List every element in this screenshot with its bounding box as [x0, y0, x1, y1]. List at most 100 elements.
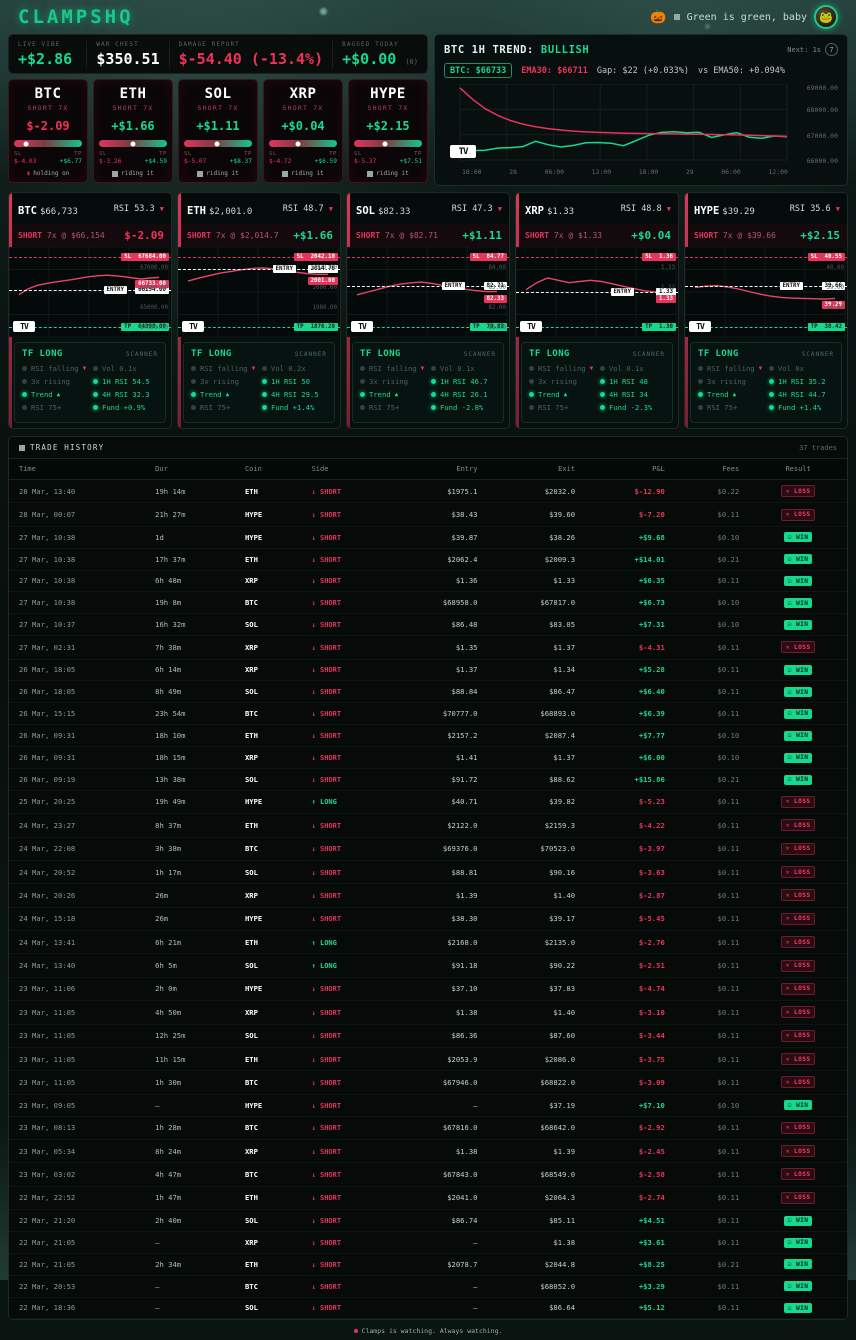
coin-card-eth[interactable]: ETH $2,001.0 RSI 48.7 ▼ SHORT 7x @ $2,014.7…: [177, 192, 341, 429]
cell-coin: HYPE: [234, 790, 302, 815]
coin-rsi[interactable]: RSI 35.6 ▼: [789, 203, 840, 214]
trade-history-table: Time Dur Coin Side Entry Exit P&L Fees Result 28…: [9, 458, 847, 1320]
column-header-pl[interactable]: P&L: [585, 458, 675, 480]
position-card-eth[interactable]: ETH SHORT 7X +$1.66 SL TP $-3.26 +$4.59 riding …: [93, 79, 173, 183]
coin-rsi[interactable]: RSI 53.3 ▼: [113, 203, 164, 214]
cell-entry: $2168.0: [389, 930, 488, 955]
coin-pnl: +$1.11: [462, 229, 502, 242]
cell-result: ✕ LOSS: [749, 635, 847, 660]
table-row[interactable]: 26 Mar, 09:31 18h 15m XRP ↓ SHORT $1.41 $1.37…: [9, 746, 847, 769]
cell-result: ☑ WIN: [749, 1094, 847, 1117]
table-row[interactable]: 22 Mar, 21:05— XRP ↓ SHORT — $1.38 +$3.61 $0.1…: [9, 1231, 847, 1254]
btc-price-pill: BTC: $66733: [444, 63, 513, 78]
coin-card-btc[interactable]: BTC $66,733 RSI 53.3 ▼ SHORT 7x @ $66,154 $-…: [8, 192, 172, 429]
table-row[interactable]: 26 Mar, 09:31 18h 10m ETH ↓ SHORT $2157.2 $20…: [9, 724, 847, 747]
cell-pnl: $-2.45: [585, 1139, 675, 1164]
status-badge: ✕ LOSS: [780, 982, 816, 995]
up-arrow-icon: ▲: [394, 391, 399, 398]
table-row[interactable]: 24 Mar, 13:40 6h 5m SOL ↑ LONG $91.18 $90.22 $…: [9, 953, 847, 978]
table-row[interactable]: 24 Mar, 20:52 1h 17m SOL ↓ SHORT $88.81 $90.1…: [9, 860, 847, 885]
cell-entry: $67816.0: [389, 1116, 488, 1140]
coin-rsi[interactable]: RSI 48.8 ▼: [620, 203, 671, 214]
table-row[interactable]: 27 Mar, 10:38 17h 37m ETH ↓ SHORT $2062.4 $20…: [9, 548, 847, 571]
table-row[interactable]: 27 Mar, 10:38 6h 48m XRP ↓ SHORT $1.36 $1.33 +…: [9, 570, 847, 593]
position-note: ▮ holding on: [14, 170, 82, 177]
table-row[interactable]: 22 Mar, 18:36— SOL ↓ SHORT — $86.64 +$5.12 $0.…: [9, 1297, 847, 1320]
sl-label: SL: [14, 151, 22, 157]
table-row[interactable]: 23 Mar, 11:05 12h 25m SOL ↓ SHORT $86.36 $87.…: [9, 1024, 847, 1048]
column-header-side[interactable]: Side: [301, 458, 390, 480]
table-row[interactable]: 27 Mar, 10:38 19h 8m BTC ↓ SHORT $68958.0 $67…: [9, 591, 847, 615]
position-card-sol[interactable]: SOL SHORT 7X +$1.11 SL TP $-5.07 +$8.37 riding …: [178, 79, 258, 183]
status-badge: ☑ WIN: [783, 1100, 813, 1111]
column-header-coin[interactable]: Coin: [234, 458, 302, 480]
table-row[interactable]: 23 Mar, 11:05 4h 50m XRP ↓ SHORT $1.38 $1.40 $…: [9, 1000, 847, 1025]
table-row[interactable]: 26 Mar, 15:15 23h 54m BTC ↓ SHORT $70777.0 $6…: [9, 702, 847, 726]
table-row[interactable]: 23 Mar, 08:13 1h 28m BTC ↓ SHORT $67816.0 $68…: [9, 1116, 847, 1140]
column-header-time[interactable]: Time: [9, 458, 146, 480]
status-badge: ✕ LOSS: [780, 1053, 816, 1066]
table-row[interactable]: 23 Mar, 11:05 1h 30m BTC ↓ SHORT $67946.0 $68…: [9, 1070, 847, 1095]
cell-exit: $2009.3: [487, 548, 586, 571]
table-row[interactable]: 27 Mar, 10:37 16h 32m SOL ↓ SHORT $86.48 $83.…: [9, 613, 847, 637]
table-row[interactable]: 26 Mar, 09:19 13h 38m SOL ↓ SHORT $91.72 $88.…: [9, 768, 847, 791]
position-card-btc[interactable]: BTC SHORT 7X $-2.09 SL TP $-4.03 +$6.77 ▮ holdin…: [8, 79, 88, 183]
coin-chart[interactable]: SL 2042.10 TP 1876.20 ENTRY 2014.70 2001.00 2…: [178, 247, 340, 337]
coin-card-xrp[interactable]: XRP $1.33 RSI 48.8 ▼ SHORT 7x @ $1.33 +$0.04…: [515, 192, 679, 429]
coin-leverage: 7x: [553, 231, 564, 240]
table-row[interactable]: 22 Mar, 20:53— BTC ↓ SHORT — $68052.0 +$3.29 $…: [9, 1275, 847, 1298]
cell-duration: 18h 15m: [145, 746, 235, 769]
app-brand[interactable]: CLAMPSHQ: [18, 6, 134, 28]
table-row[interactable]: 22 Mar, 22:52 1h 47m ETH ↓ SHORT $2041.0 $206…: [9, 1186, 847, 1211]
coin-chart[interactable]: SL 40.55 TP 38.42 ENTRY 39.66 39.29 40.00 39.0…: [685, 247, 847, 337]
stat-value: $350.51: [96, 49, 160, 68]
table-row[interactable]: 27 Mar, 10:38 1d HYPE ↓ SHORT $39.87 $38.26 +$…: [9, 526, 847, 549]
cell-pnl: $-4.22: [585, 813, 675, 838]
table-row[interactable]: 26 Mar, 18:05 8h 49m SOL ↓ SHORT $88.84 $86.4…: [9, 680, 847, 704]
position-card-xrp[interactable]: XRP SHORT 7X +$0.04 SL TP $-4.72 +$6.59 riding …: [263, 79, 343, 183]
next-refresh-badge: 7: [825, 43, 838, 56]
table-row[interactable]: 23 Mar, 05:34 8h 24m XRP ↓ SHORT $1.38 $1.39 $…: [9, 1139, 847, 1164]
coin-pnl: +$0.04: [631, 229, 671, 242]
scanner-label: 4H RSI 32.3: [102, 390, 150, 399]
x-tick: 18:00: [638, 168, 659, 176]
table-row[interactable]: 26 Mar, 18:05 6h 14m XRP ↓ SHORT $1.37 $1.34 +…: [9, 659, 847, 682]
column-header-result[interactable]: Result: [749, 458, 847, 480]
table-row[interactable]: 22 Mar, 21:05 2h 34m ETH ↓ SHORT $2078.7 $204…: [9, 1253, 847, 1276]
coin-chart[interactable]: SL 84.77 TP 79.83 ENTRY 82.71 82.33 84.00 83.0…: [347, 247, 509, 337]
cell-duration: 19h 49m: [145, 790, 235, 815]
table-row[interactable]: 24 Mar, 22:08 3h 38m BTC ↓ SHORT $69376.0 $70…: [9, 837, 847, 861]
column-header-exit[interactable]: Exit: [487, 458, 586, 480]
status-badge: ☑ WIN: [783, 1215, 813, 1226]
column-header-dur[interactable]: Dur: [145, 458, 235, 480]
column-header-entry[interactable]: Entry: [389, 458, 488, 480]
table-row[interactable]: 23 Mar, 11:05 11h 15m ETH ↓ SHORT $2053.9 $20…: [9, 1047, 847, 1072]
table-row[interactable]: 24 Mar, 20:26 26m XRP ↓ SHORT $1.39 $1.40 $-2.…: [9, 883, 847, 908]
table-row[interactable]: 24 Mar, 15:18 26m HYPE ↓ SHORT $38.30 $39.17 $…: [9, 907, 847, 932]
table-row[interactable]: 28 Mar, 00:07 21h 27m HYPE ↓ SHORT $38.43 $39…: [9, 502, 847, 527]
table-row[interactable]: 27 Mar, 02:31 7h 38m XRP ↓ SHORT $1.35 $1.37 $…: [9, 635, 847, 660]
table-row[interactable]: 23 Mar, 03:02 4h 47m BTC ↓ SHORT $67843.0 $68…: [9, 1162, 847, 1187]
coin-card-sol[interactable]: SOL $82.33 RSI 47.3 ▼ SHORT 7x @ $82.71 +$1.…: [346, 192, 510, 429]
table-row[interactable]: 24 Mar, 23:27 8h 37m ETH ↓ SHORT $2122.0 $215…: [9, 813, 847, 838]
table-row[interactable]: 24 Mar, 13:41 6h 21m ETH ↑ LONG $2168.0 $2135…: [9, 930, 847, 955]
coin-rsi[interactable]: RSI 48.7 ▼: [282, 203, 333, 214]
table-row[interactable]: 25 Mar, 20:25 19h 49m HYPE ↑ LONG $40.71 $39.…: [9, 790, 847, 815]
position-card-hype[interactable]: HYPE SHORT 7X +$2.15 SL TP $-5.37 +$7.51 riding…: [348, 79, 428, 183]
btc-trend-chart[interactable]: 69000.00 68000.00 67000.00 66000.00 18:00 28 0…: [444, 84, 838, 176]
column-header-fees[interactable]: Fees: [674, 458, 750, 480]
coin-rsi[interactable]: RSI 47.3 ▼: [451, 203, 502, 214]
table-row[interactable]: 23 Mar, 11:06 2h 0m HYPE ↓ SHORT $37.10 $37.8…: [9, 977, 847, 1002]
avatar[interactable]: 🐸: [814, 5, 838, 29]
coin-chart[interactable]: SL 1.36 TP 1.30 ENTRY 1.33 1.33 1.33 1.32 TV: [516, 247, 678, 337]
cell-entry: $1.36: [389, 570, 488, 593]
table-row[interactable]: 22 Mar, 21:20 2h 40m SOL ↓ SHORT $86.74 $85.1…: [9, 1209, 847, 1232]
coin-scanner: TF LONG SCANNER RSI falling ▼ 3x rising Trend…: [352, 342, 504, 423]
table-row[interactable]: 28 Mar, 13:40 19h 14m ETH ↓ SHORT $1975.1 $20…: [9, 479, 847, 504]
cell-duration: 6h 21m: [145, 930, 235, 955]
table-row[interactable]: 23 Mar, 09:05— HYPE ↓ SHORT — $37.19 +$7.10 $0…: [9, 1094, 847, 1117]
stat-value: +$0.00 (0): [342, 50, 418, 68]
coin-chart[interactable]: SL 67684.00 TP 64398.00 ENTRY 66154.00 66733…: [9, 247, 171, 337]
coin-card-hype[interactable]: HYPE $39.29 RSI 35.6 ▼ SHORT 7x @ $39.66 +$2…: [684, 192, 848, 429]
cell-result: ☑ WIN: [749, 1297, 847, 1320]
